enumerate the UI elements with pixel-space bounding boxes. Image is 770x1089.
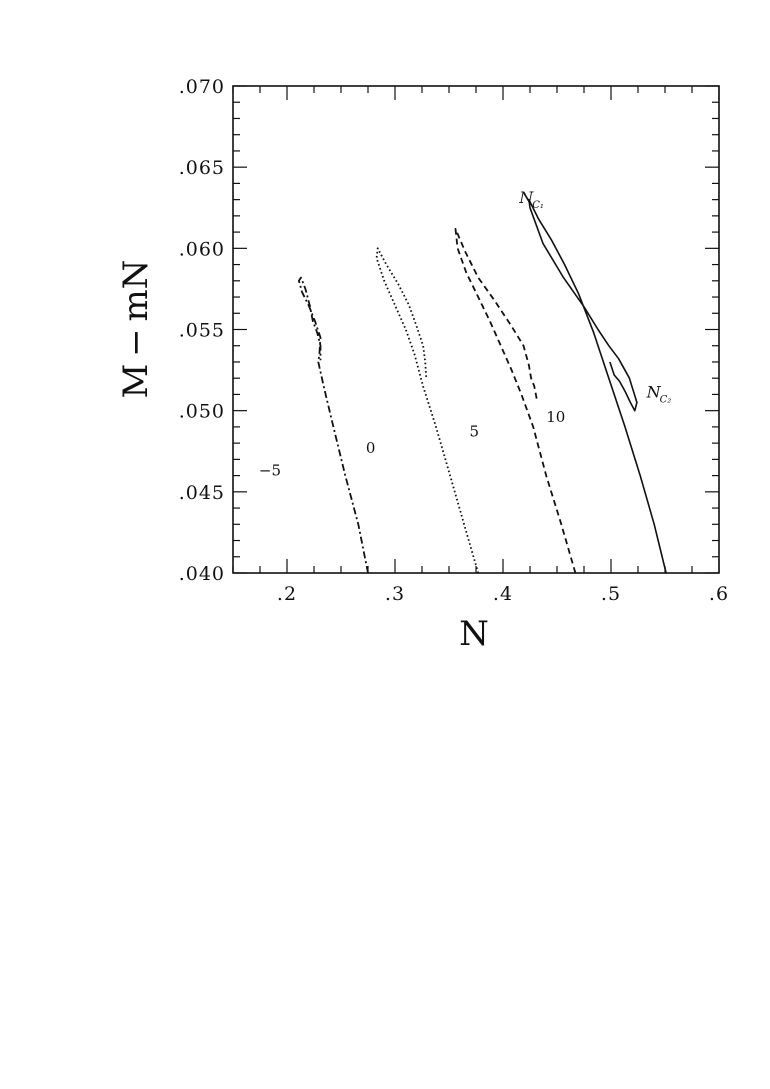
curve-labels: −5 0 5 10: [259, 408, 565, 480]
x-tick-label: .6: [709, 583, 729, 605]
annotation-main: N: [646, 383, 662, 402]
series-line: [454, 227, 577, 574]
y-tick-label: .045: [179, 482, 225, 504]
x-tick-labels: .2 .3 .4 .5 .6: [277, 583, 729, 605]
annotations: N C₁N C₂: [518, 188, 671, 406]
curve-label: 5: [470, 423, 480, 441]
annotation-subscript: C₁: [532, 200, 544, 211]
series-line: [528, 198, 667, 574]
y-tick-label: .055: [179, 320, 225, 342]
annotation-main: N: [518, 188, 534, 207]
annotation-subscript: C₂: [660, 395, 672, 406]
y-tick-label: .060: [179, 238, 225, 260]
series-line: [375, 247, 480, 574]
series-line: [297, 276, 369, 574]
x-tick-label: .2: [277, 583, 297, 605]
x-tick-label: .5: [601, 583, 621, 605]
y-tick-labels: .040 .045 .050 .055 .060 .065 .070: [179, 76, 225, 585]
y-tick-label: .070: [179, 76, 225, 98]
data-series: [297, 198, 667, 574]
x-axis-title: N: [459, 614, 489, 654]
y-tick-label: .050: [179, 401, 225, 423]
plot-frame: [232, 85, 720, 574]
curve-label: 0: [366, 439, 376, 457]
x-tick-label: .4: [493, 583, 513, 605]
axis-ticks: [232, 85, 720, 574]
x-tick-label: .3: [385, 583, 405, 605]
curve-label: −5: [259, 462, 281, 480]
y-tick-label: .065: [179, 157, 225, 179]
y-tick-label: .040: [179, 563, 225, 585]
curve-label: 10: [546, 408, 565, 426]
y-axis-title: M − mN: [116, 260, 156, 399]
